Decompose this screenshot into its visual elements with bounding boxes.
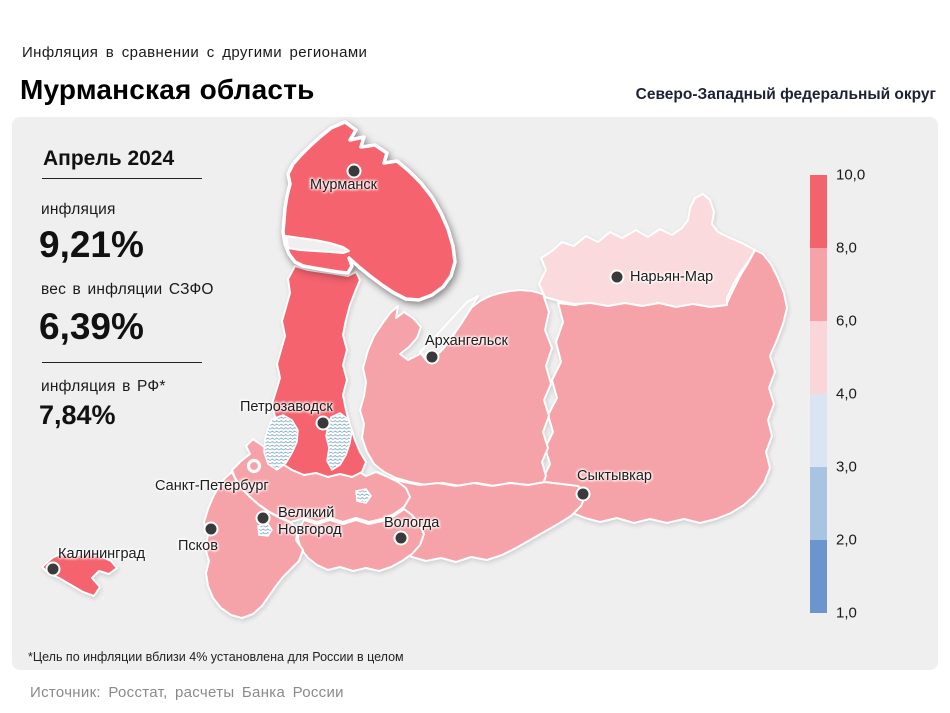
legend-tick: 1,0 — [836, 604, 857, 622]
legend-color-bar — [810, 175, 827, 613]
city-label-syktyvkar: Сыктывкар — [577, 468, 652, 484]
page-kicker: Инфляция в сравнении с другими регионами — [22, 44, 368, 61]
weight-value: 6,39% — [39, 306, 144, 347]
footnote: *Цель по инфляции вблизи 4% установлена … — [28, 650, 404, 664]
source-line: Источник: Росстат, расчеты Банка России — [30, 684, 344, 701]
district-label: Северо-Западный федеральный округ — [635, 86, 936, 103]
city-label-petrozavodsk: Петрозаводск — [240, 399, 333, 415]
weight-label: вес в инфляции СЗФО — [41, 281, 214, 298]
rf-inflation-value: 7,84% — [39, 400, 116, 430]
legend-segment-6-8 — [810, 248, 827, 321]
city-label-kaliningrad: Калининград — [58, 546, 146, 562]
legend-tick: 10,0 — [836, 166, 866, 184]
divider-line — [42, 178, 202, 179]
city-label-naryan-mar: Нарьян-Мар — [630, 269, 714, 285]
city-label-murmansk: Мурманск — [310, 177, 378, 193]
legend-tick: 3,0 — [836, 458, 857, 476]
page-title: Мурманская область — [20, 74, 315, 105]
city-label-vologda: Вологда — [384, 515, 440, 531]
city-label-velikiy-novgorod: Великий Новгород — [278, 505, 342, 538]
legend-tick: 2,0 — [836, 531, 857, 549]
city-label-pskov: Псков — [178, 538, 218, 554]
legend-segment-8-10 — [810, 175, 827, 248]
legend-tick: 8,0 — [836, 239, 857, 257]
divider-line — [42, 362, 202, 363]
period-label: Апрель 2024 — [43, 147, 175, 170]
rf-inflation-label: инфляция в РФ* — [41, 378, 166, 395]
city-label-arkhangelsk: Архангельск — [425, 333, 508, 349]
legend-segment-1-2 — [810, 540, 827, 613]
legend-segment-3-4 — [810, 394, 827, 467]
inflation-value: 9,21% — [39, 224, 144, 265]
legend-tick: 4,0 — [836, 385, 857, 403]
legend-tick: 6,0 — [836, 312, 857, 330]
city-label-sankt-peterburg: Санкт-Петербург — [155, 478, 269, 494]
legend-segment-2-3 — [810, 467, 827, 540]
inflation-label: инфляция — [41, 201, 116, 218]
legend-segment-4-6 — [810, 321, 827, 394]
